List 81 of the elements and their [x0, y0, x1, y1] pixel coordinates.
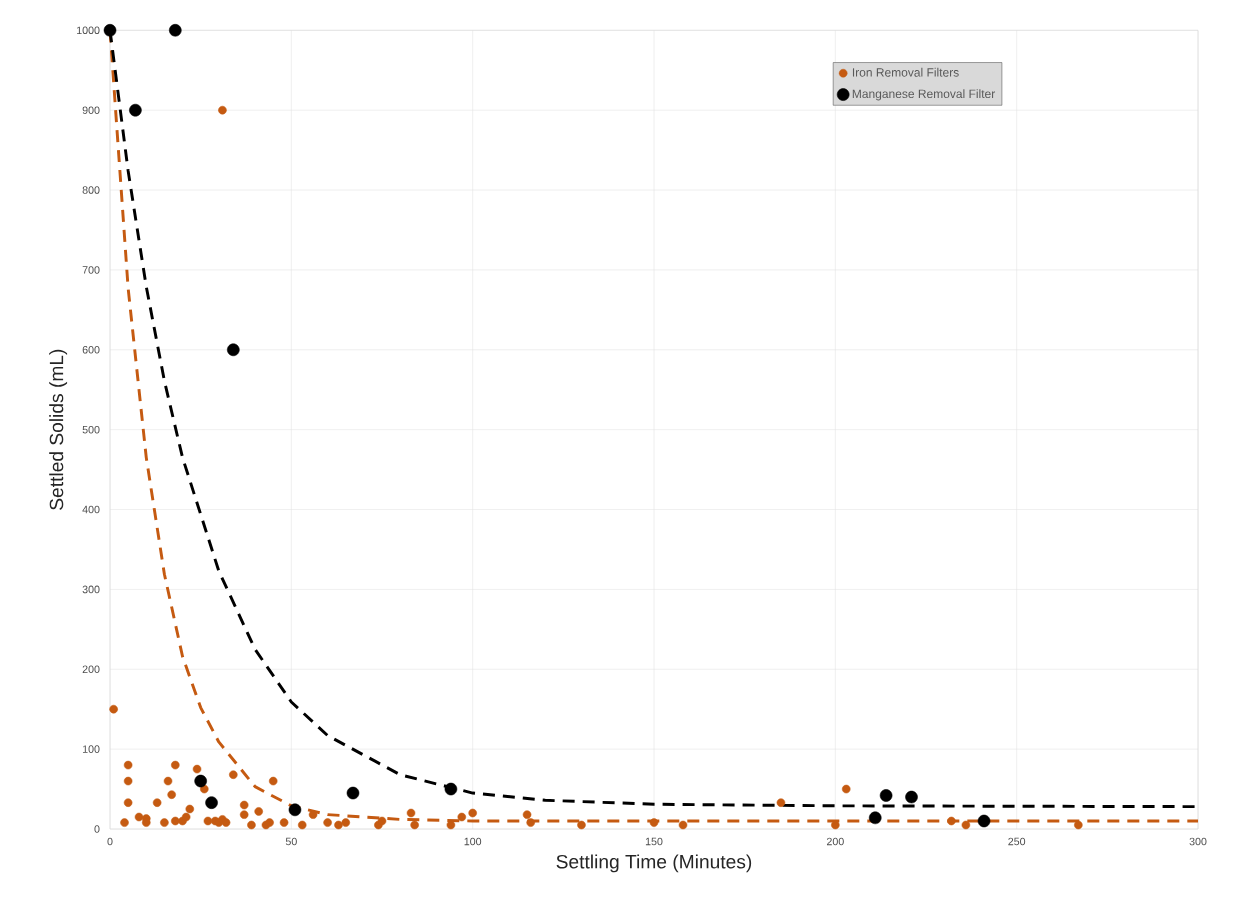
y-tick-label: 800	[82, 186, 100, 194]
y-tick-label: 400	[82, 505, 100, 514]
point	[961, 820, 971, 830]
point	[103, 24, 117, 37]
point	[185, 804, 195, 814]
point	[152, 798, 162, 807]
point	[181, 812, 191, 822]
point	[776, 798, 786, 807]
x-tick-label: 200	[826, 837, 844, 846]
point	[649, 818, 659, 827]
point	[334, 820, 343, 830]
y-tick-label: 0	[94, 825, 100, 833]
point	[192, 764, 202, 774]
y-tick-label: 1000	[77, 26, 100, 35]
y-tick-label: 900	[82, 106, 100, 114]
point	[227, 343, 240, 357]
point	[123, 760, 133, 770]
point	[205, 796, 218, 809]
point	[134, 812, 144, 822]
point	[1074, 820, 1083, 830]
legend-label: Manganese Removal Filter	[852, 89, 996, 101]
x-tick-label: 250	[1008, 837, 1026, 846]
point	[247, 820, 256, 830]
point	[444, 782, 458, 796]
point	[194, 774, 207, 788]
point	[265, 818, 274, 827]
point	[123, 798, 133, 807]
point	[406, 808, 416, 818]
point	[160, 818, 169, 827]
point	[129, 103, 142, 117]
point	[868, 811, 882, 825]
point	[163, 776, 173, 786]
point	[323, 818, 332, 827]
point	[169, 24, 182, 37]
point	[457, 812, 467, 822]
point	[218, 105, 227, 115]
point	[279, 818, 289, 827]
point	[526, 818, 535, 827]
point	[308, 810, 318, 819]
y-tick-label: 100	[82, 745, 100, 753]
point	[905, 790, 918, 804]
y-tick-label: 700	[82, 266, 100, 274]
point	[171, 760, 180, 770]
point	[239, 810, 249, 819]
x-tick-label: 0	[107, 837, 113, 846]
y-tick-label: 600	[82, 346, 100, 354]
x-tick-label: 50	[285, 837, 297, 846]
point	[268, 776, 278, 786]
point	[346, 786, 360, 800]
y-tick-label: 200	[82, 665, 100, 674]
point	[109, 704, 118, 714]
point	[468, 808, 477, 818]
point	[254, 807, 263, 816]
point	[841, 784, 851, 794]
point	[229, 770, 238, 779]
point	[977, 814, 991, 828]
x-tick-label: 150	[645, 837, 663, 846]
x-axis-title: Settling Time (Minutes)	[556, 854, 752, 873]
point	[522, 810, 532, 819]
legend-label: Iron Removal Filters	[852, 67, 959, 77]
point	[171, 816, 180, 826]
y-tick-label: 300	[82, 585, 100, 594]
y-axis-title: Settled Solids (mL)	[49, 349, 68, 510]
point	[297, 820, 307, 830]
point	[678, 820, 688, 830]
point	[947, 816, 956, 826]
point	[120, 818, 129, 827]
point	[221, 818, 231, 827]
point	[288, 803, 302, 817]
x-tick-label: 100	[464, 837, 482, 846]
point	[879, 789, 893, 802]
point	[577, 820, 586, 830]
point	[167, 790, 176, 799]
point	[410, 820, 419, 830]
point	[239, 800, 249, 810]
point	[341, 818, 351, 827]
point	[123, 776, 133, 786]
point	[377, 816, 387, 826]
x-tick-label: 300	[1189, 837, 1207, 846]
point	[203, 816, 213, 826]
y-tick-label: 500	[82, 425, 100, 434]
